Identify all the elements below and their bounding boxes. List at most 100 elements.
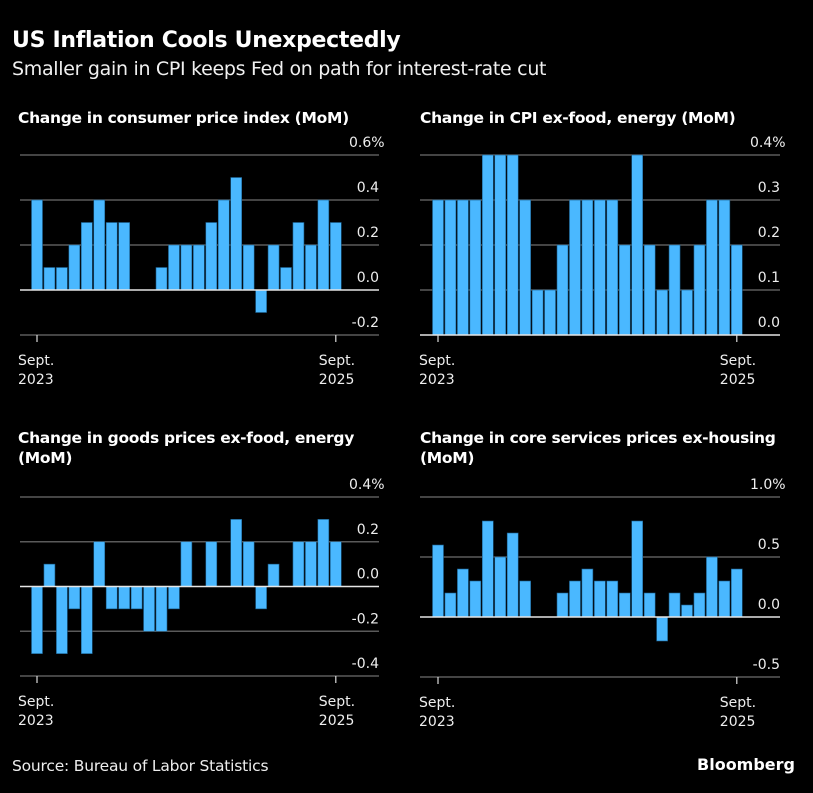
bar [93,541,106,587]
bar [56,586,68,654]
bar [706,556,718,618]
bar [668,244,681,336]
y-tick-label: -0.5 [753,657,780,673]
bar [255,289,267,313]
bar [594,580,606,618]
panel-cpi: 0.6% 0.4 0.2 0.0 -0.2 Sept. 2023 Sept. 2025 [18,135,385,388]
bar [432,544,444,618]
bar [230,519,242,587]
bar [693,244,706,336]
bar [444,199,457,336]
bar [556,244,569,336]
y-tick-label: 1.0% [750,477,786,493]
y-tick-label: 0.0 [758,315,780,331]
bar [180,244,193,291]
y-tick-label: -0.4 [352,656,379,672]
y-tick-label: 0.6% [349,135,385,151]
bar [118,222,130,291]
y-tick-label: 0.5 [758,537,780,553]
y-tick-label: 0.1 [758,270,780,286]
y-tick-label: 0.4% [750,135,786,151]
bar [730,244,743,336]
x-tick-label: 2025 [319,713,355,729]
bar [506,532,519,618]
bar [305,541,317,587]
y-tick-label: 0.0 [758,597,780,613]
x-tick-label: Sept. [419,353,455,369]
bar [56,267,68,291]
bar [329,541,342,587]
bar [105,222,118,291]
chart-subtitle: Smaller gain in CPI keeps Fed on path fo… [12,58,547,80]
bar [631,154,644,336]
bar [143,586,155,632]
bar [168,586,180,610]
bar [693,592,706,618]
y-tick-label: 0.3 [758,180,780,196]
bar [718,199,731,336]
y-tick-label: -0.2 [352,611,379,627]
bar [242,244,255,291]
x-tick-label: Sept. [720,695,756,711]
bar [606,199,619,336]
x-tick-label: 2023 [419,372,455,388]
bar [280,267,292,291]
x-tick-label: 2023 [18,713,54,729]
bar [594,199,606,336]
bar [469,580,482,618]
bar [317,199,330,291]
bar [267,244,280,291]
bar [581,199,594,336]
bar [242,541,255,587]
bar [531,289,544,336]
bar [656,289,668,336]
bar [68,244,81,291]
x-tick-label: Sept. [720,353,756,369]
bar [494,154,507,336]
bar [444,592,457,618]
bar [130,586,143,610]
bar [556,592,569,618]
bar [155,267,168,291]
bar [31,199,43,291]
panel-goods: 0.4% 0.2 0.0 -0.2 -0.4 Sept. 2023 Sept. 2025 [18,477,385,729]
x-tick-label: 2025 [720,372,756,388]
bar [230,177,242,291]
bar [292,541,305,587]
y-tick-label: 0.4 [357,180,379,196]
bar [618,244,631,336]
bar [305,244,317,291]
bar [544,289,556,336]
panel-services: 1.0% 0.5 0.0 -0.5 Sept. 2023 Sept. 2025 [419,477,786,730]
x-tick-label: 2023 [419,714,455,730]
bar [606,580,619,618]
bar [519,199,531,336]
bar [267,563,280,587]
panel-core-cpi: 0.4% 0.3 0.2 0.1 0.0 Sept. 2023 Sept. 2025 [419,135,786,388]
bar [43,563,56,587]
bar [656,616,668,642]
bar [481,520,494,618]
bar [457,568,469,618]
x-tick-label: 2025 [319,372,355,388]
bar [469,199,482,336]
bar [255,586,267,610]
y-tick-label: 0.2 [758,225,780,241]
y-tick-label: 0.0 [357,270,379,286]
bar [205,541,218,587]
panel-title-services: Change in core services prices ex-housin… [420,429,776,467]
bar [618,592,631,618]
bar [180,541,193,587]
x-tick-label: Sept. [319,694,355,710]
bar [643,592,656,618]
bar [81,222,93,291]
x-tick-label: 2023 [18,372,54,388]
y-tick-label: 0.2 [357,225,379,241]
bar [718,580,731,618]
bar [217,199,230,291]
bar [193,244,205,291]
bar [730,568,743,618]
bar [569,199,581,336]
bar [205,222,218,291]
